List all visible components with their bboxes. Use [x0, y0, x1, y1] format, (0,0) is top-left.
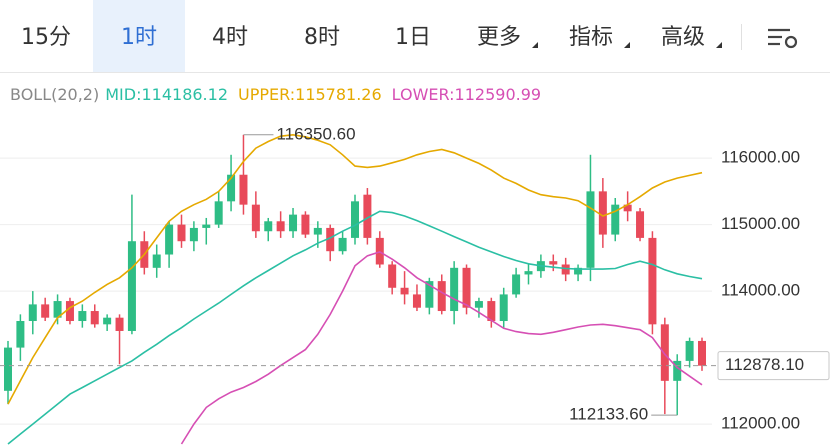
candle-body [16, 321, 25, 348]
band-line [7, 210, 703, 445]
candle-body [301, 214, 310, 235]
candle-body [462, 267, 471, 308]
candle-body [549, 261, 558, 265]
candle-body [450, 267, 459, 312]
max-label: 116350.60 [276, 124, 355, 143]
candle-body [412, 294, 421, 308]
indicator-name: BOLL(20,2) [10, 85, 99, 104]
candle-body [127, 241, 136, 331]
candle-body [698, 340, 706, 366]
candle-body [165, 224, 174, 255]
candle-body [499, 294, 508, 322]
candle-body [524, 271, 533, 275]
candle-body [660, 324, 669, 381]
candle-body [400, 287, 409, 295]
candle-body [103, 317, 112, 325]
candle-body [648, 237, 657, 325]
candle-body [623, 204, 632, 212]
indicator-legend: BOLL(20,2) MID:114186.12 UPPER:115781.26 LO… [10, 85, 541, 104]
band-line [180, 251, 703, 445]
tab[interactable]: 1日 [395, 25, 431, 50]
dropdown-arrow [624, 42, 630, 48]
candle-body [41, 304, 50, 318]
candle-body [276, 221, 285, 232]
candle-body [264, 221, 273, 232]
candle-body [214, 201, 223, 225]
candle-body [115, 317, 124, 331]
candle-body [65, 301, 74, 322]
candle-body [487, 301, 496, 322]
legend-item: MID:114186.12 [105, 85, 228, 104]
candle-body [177, 224, 186, 242]
dropdown-arrow [532, 42, 538, 48]
candle-body [351, 201, 359, 238]
candle-body [586, 191, 595, 268]
candle-body [90, 311, 99, 325]
last-price-box [717, 351, 830, 381]
candle-body [239, 174, 248, 205]
last-price-label: 112878.10 [725, 355, 804, 374]
tab[interactable]: 更多 [477, 25, 521, 50]
tab[interactable]: 高级 [661, 25, 705, 50]
candle-body [425, 281, 434, 308]
tab[interactable]: 15分 [21, 25, 71, 50]
tab[interactable]: 4时 [212, 25, 248, 50]
candle-body [363, 194, 372, 238]
tab[interactable]: 8时 [304, 25, 340, 50]
candle-body [437, 281, 446, 312]
tab[interactable]: 指标 [569, 25, 613, 50]
tab[interactable]: 1时 [121, 25, 157, 50]
candle-body [611, 204, 620, 235]
candle-body [78, 311, 87, 322]
selected-tab-bg [93, 0, 185, 72]
legend-item: LOWER:112590.99 [392, 85, 541, 104]
legend-item: UPPER:115781.26 [238, 85, 382, 104]
y-tick-label: 116000.00 [721, 148, 800, 167]
candle-body [326, 227, 335, 252]
candle-body [227, 174, 236, 202]
min-label: 112133.60 [569, 405, 648, 424]
candle-body [152, 254, 161, 268]
candle-body [685, 340, 694, 361]
candle-body [4, 347, 12, 391]
candle-body [474, 301, 483, 308]
band-line [7, 133, 703, 405]
dropdown-arrow [716, 42, 722, 48]
candle-body [673, 360, 682, 381]
candle-body [338, 237, 347, 252]
candle-body [189, 227, 198, 242]
y-tick-label: 112000.00 [721, 414, 800, 433]
candle-body [561, 264, 570, 275]
candle-body [598, 191, 607, 235]
candle-body [636, 211, 645, 238]
candle-body [512, 274, 521, 295]
candle-body [388, 264, 397, 288]
y-tick-label: 115000.00 [721, 214, 800, 233]
y-tick-label: 114000.00 [721, 281, 800, 300]
candle-body [53, 301, 62, 318]
candle-body [28, 304, 37, 322]
settings-icon[interactable] [768, 28, 798, 49]
candle-body [289, 214, 298, 232]
candle-body [313, 227, 322, 235]
candle-body [574, 267, 583, 275]
candle-body [251, 204, 260, 232]
candle-body [202, 224, 211, 228]
